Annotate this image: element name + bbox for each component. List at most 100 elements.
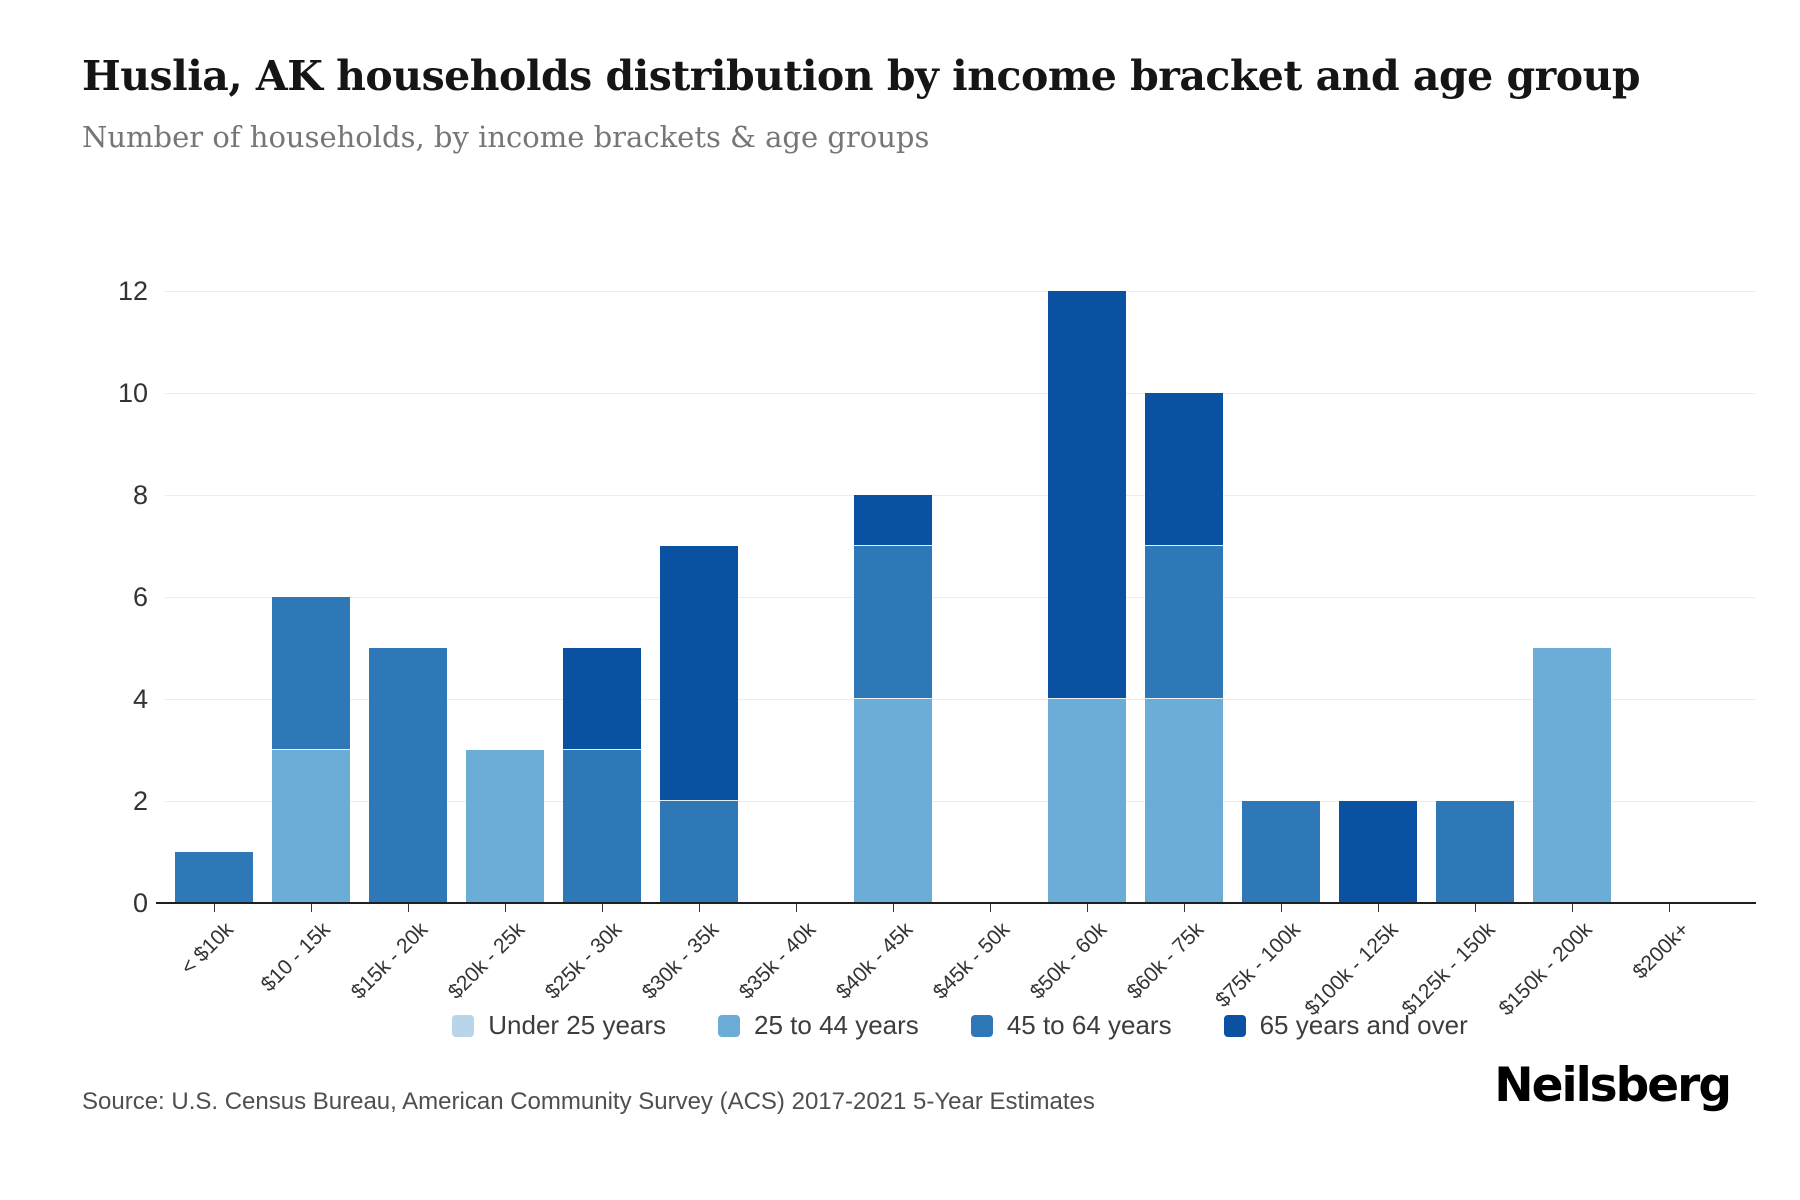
- gridline: [165, 698, 1755, 700]
- x-axis-tick: [1184, 904, 1185, 912]
- brand-logo: Neilsberg: [1494, 1058, 1732, 1113]
- legend-swatch-icon: [452, 1014, 475, 1037]
- x-axis-label: $150k - 200k: [1494, 918, 1597, 1021]
- x-axis-label: $200k+: [1627, 918, 1694, 984]
- bar-segment[interactable]: [1242, 801, 1320, 903]
- bar-column: [272, 291, 350, 903]
- x-axis-label: $30k - 35k: [637, 918, 724, 1004]
- x-axis-label: $20k - 25k: [443, 918, 530, 1004]
- plot-area: [165, 290, 1755, 903]
- y-axis-label: 6: [132, 582, 148, 612]
- legend-label: 25 to 44 years: [754, 1010, 919, 1040]
- x-axis-label: $10 - 15k: [257, 918, 336, 997]
- bar-segment[interactable]: [660, 801, 738, 903]
- x-axis-label: $60k - 75k: [1122, 918, 1209, 1004]
- bar-segment[interactable]: [272, 750, 350, 903]
- bar-column: [1533, 291, 1611, 903]
- x-axis-tick: [1572, 904, 1573, 912]
- bar-column: [1048, 291, 1126, 903]
- bar-segment[interactable]: [854, 699, 932, 903]
- bar-column: [660, 291, 738, 903]
- x-axis-label: $40k - 45k: [831, 918, 918, 1004]
- bar-column: [951, 291, 1029, 903]
- x-axis-tick: [311, 904, 312, 912]
- bar-column: [854, 291, 932, 903]
- bar-segment[interactable]: [272, 597, 350, 750]
- x-axis-tick: [214, 904, 215, 912]
- bar-segment[interactable]: [660, 546, 738, 801]
- x-axis-label: $125k - 150k: [1397, 918, 1500, 1021]
- bar-segment[interactable]: [563, 750, 641, 903]
- gridline: [165, 494, 1755, 496]
- bar-segment[interactable]: [1145, 393, 1223, 546]
- bar-column: [1145, 291, 1223, 903]
- legend-label: Under 25 years: [488, 1010, 667, 1040]
- legend-swatch-icon: [970, 1014, 993, 1037]
- gridline: [165, 596, 1755, 598]
- bar-segment[interactable]: [175, 852, 253, 903]
- bar-column: [757, 291, 835, 903]
- bar-segment[interactable]: [466, 750, 544, 903]
- bar-segment[interactable]: [854, 495, 932, 546]
- x-axis-label: $45k - 50k: [928, 918, 1015, 1004]
- source-note: Source: U.S. Census Bureau, American Com…: [82, 1088, 1095, 1115]
- bar-segment[interactable]: [1533, 648, 1611, 903]
- page-subtitle: Number of households, by income brackets…: [82, 120, 930, 154]
- bar-column: [466, 291, 544, 903]
- bar-segment[interactable]: [1048, 291, 1126, 699]
- x-axis-tick: [699, 904, 700, 912]
- bar-column: [563, 291, 641, 903]
- bar-segment[interactable]: [563, 648, 641, 750]
- legend-swatch-icon: [718, 1014, 741, 1037]
- bar-column: [1242, 291, 1320, 903]
- x-axis-label: $50k - 60k: [1025, 918, 1112, 1004]
- y-axis-label: 10: [117, 378, 148, 408]
- bar-column: [369, 291, 447, 903]
- x-axis-tick: [602, 904, 603, 912]
- x-axis-tick: [990, 904, 991, 912]
- legend: Under 25 years 25 to 44 years 45 to 64 yea…: [165, 1010, 1755, 1041]
- gridline: [165, 392, 1755, 394]
- x-axis-tick: [1378, 904, 1379, 912]
- bar-segment[interactable]: [854, 546, 932, 699]
- bar-segment[interactable]: [1048, 699, 1126, 903]
- x-axis-label: $35k - 40k: [734, 918, 821, 1004]
- legend-item[interactable]: Under 25 years: [452, 1010, 666, 1041]
- y-axis-label: 4: [132, 684, 148, 714]
- legend-item[interactable]: 25 to 44 years: [718, 1010, 919, 1041]
- bar-segment[interactable]: [1339, 801, 1417, 903]
- legend-item[interactable]: 45 to 64 years: [970, 1010, 1172, 1041]
- x-axis-label: < $10k: [176, 918, 239, 980]
- x-axis-label: $75k - 100k: [1211, 918, 1306, 1012]
- bar-column: [1339, 291, 1417, 903]
- x-axis-label: $15k - 20k: [346, 918, 433, 1004]
- x-axis-tick: [1669, 904, 1670, 912]
- bar-column: [1436, 291, 1514, 903]
- legend-item[interactable]: 65 years and over: [1223, 1010, 1468, 1041]
- x-axis-label: $25k - 30k: [540, 918, 627, 1004]
- bar-segment[interactable]: [1145, 699, 1223, 903]
- bar-segment[interactable]: [1145, 546, 1223, 699]
- x-axis-tick: [1281, 904, 1282, 912]
- gridline: [165, 800, 1755, 802]
- legend-label: 45 to 64 years: [1006, 1010, 1172, 1040]
- x-axis-tick: [408, 904, 409, 912]
- y-axis-label: 0: [132, 888, 148, 918]
- x-axis-tick: [1475, 904, 1476, 912]
- x-axis-tick: [796, 904, 797, 912]
- bar-segment[interactable]: [369, 648, 447, 903]
- gridline: [165, 290, 1755, 292]
- page-title: Huslia, AK households distribution by in…: [82, 52, 1641, 100]
- x-axis-tick: [505, 904, 506, 912]
- bar-segment[interactable]: [1436, 801, 1514, 903]
- x-axis-label: $100k - 125k: [1300, 918, 1403, 1021]
- legend-swatch-icon: [1223, 1014, 1246, 1037]
- x-axis-tick: [1087, 904, 1088, 912]
- bar-column: [1630, 291, 1708, 903]
- y-axis-label: 12: [117, 276, 148, 306]
- legend-label: 65 years and over: [1259, 1010, 1468, 1040]
- y-axis-label: 8: [132, 480, 148, 510]
- x-axis-tick: [893, 904, 894, 912]
- x-axis-line: [156, 902, 1756, 904]
